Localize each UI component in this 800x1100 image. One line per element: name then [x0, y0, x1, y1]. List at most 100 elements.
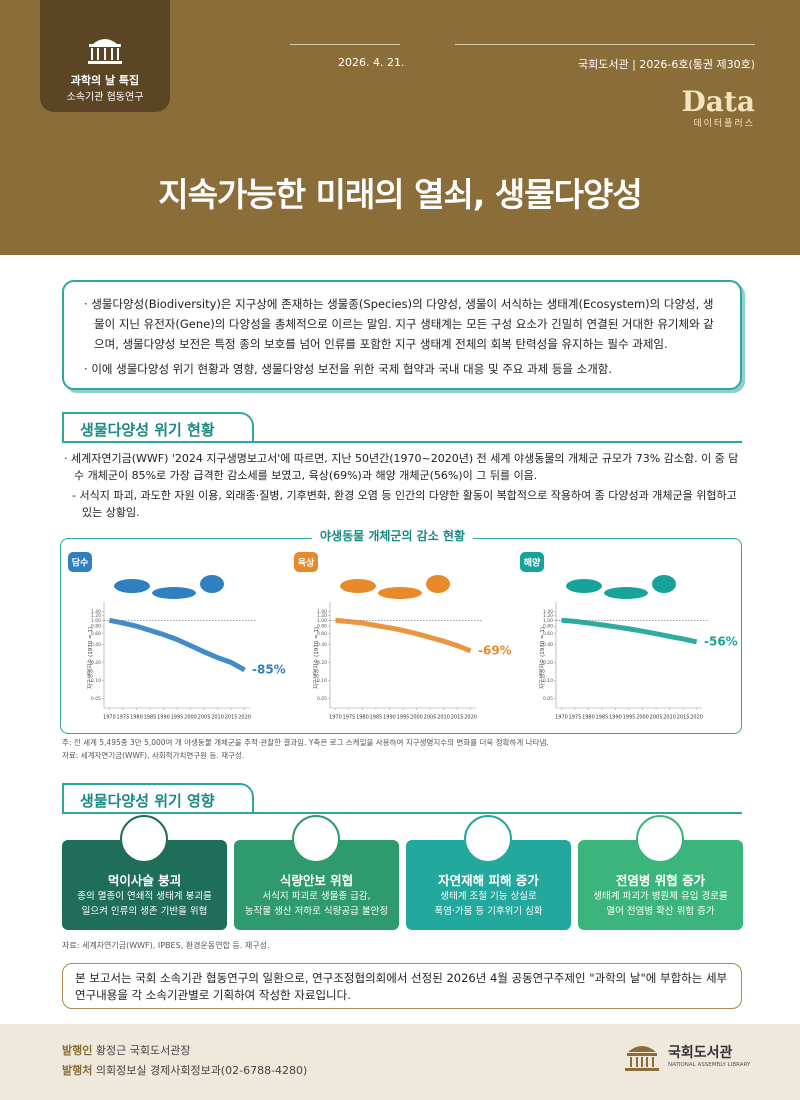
impact-text: 일으켜 인류의 생존 기반을 위협 — [81, 906, 208, 917]
x-tick-label: 1970 — [555, 715, 568, 721]
x-tick-label: 1970 — [329, 715, 342, 721]
chart: 해양 0.05 0.10 0.20 0.40 0.600.801.001.201.40 19… — [520, 552, 738, 721]
animal-icon — [114, 579, 150, 593]
y-tick-label: 1.00 — [91, 618, 101, 624]
x-tick-label: 1995 — [397, 715, 410, 721]
y-tick-label: 0.40 — [317, 642, 327, 648]
y-tick-label: 1.40 — [91, 609, 101, 615]
impact-text: 농작물 생산 저하로 식량공급 불안정 — [244, 906, 389, 917]
y-tick-label: 0.20 — [317, 660, 327, 666]
animal-icon — [426, 575, 450, 593]
summary-text: 생물다양성(Biodiversity)은 지구상에 존재하는 생물종(Speci… — [91, 297, 714, 351]
animal-icon — [378, 587, 422, 599]
x-tick-label: 1990 — [609, 715, 622, 721]
x-tick-label: 2000 — [184, 715, 197, 721]
y-tick-label: 0.10 — [317, 678, 327, 684]
x-tick-label: 1990 — [383, 715, 396, 721]
chart: 육상 0.05 0.10 0.20 0.40 0.600.801.001.201.40 19… — [294, 552, 512, 721]
y-tick-label: 0.80 — [317, 624, 327, 630]
x-tick-label: 2020 — [464, 715, 477, 721]
impact-title: 식량안보 위협 — [279, 873, 354, 888]
annotation: -56% — [704, 634, 738, 648]
y-tick-label: 0.10 — [91, 678, 101, 684]
summary-box: · 생물다양성(Biodiversity)은 지구상에 존재하는 생물종(Spe… — [62, 280, 742, 390]
x-tick-label: 1980 — [356, 715, 369, 721]
figure-title: 야생동물 개체군의 감소 현황 — [312, 527, 474, 544]
y-axis-label: 지구생명지수 (1970 = 1) — [312, 627, 320, 689]
footer: 발행인 황정근 국회도서관장 발행처 의회정보실 경제사회정보과(02-6788… — [0, 1024, 800, 1100]
x-tick-label: 2005 — [650, 715, 663, 721]
x-tick-label: 1985 — [596, 715, 609, 721]
impact-icon — [292, 815, 340, 863]
section-text: · 세계자연기금(WWF) '2024 지구생명보고서'에 따르면, 지난 50… — [62, 450, 742, 521]
y-tick-label: 0.20 — [543, 660, 553, 666]
animal-icon — [604, 587, 648, 599]
impact-title: 자연재해 피해 증가 — [438, 873, 539, 888]
chart-label: 육상 — [298, 557, 315, 569]
source: 자료: 세계자연기금(WWF), 사회적가치연구원 등. 재구성. — [62, 751, 245, 760]
x-tick-label: 1975 — [117, 715, 130, 721]
issuer-label: 발행인 — [62, 1044, 93, 1057]
impact-text: 서식지 파괴로 생물종 급감, — [262, 891, 371, 902]
bullet: · 세계자연기금(WWF) '2024 지구생명보고서'에 따르면, 지난 50… — [64, 452, 739, 482]
y-tick-label: 1.00 — [317, 618, 327, 624]
annotation: -69% — [478, 643, 512, 657]
badge: 과학의 날 특집 소속기관 협동연구 — [40, 0, 170, 112]
section-rule — [62, 441, 742, 443]
x-tick-label: 2010 — [437, 715, 450, 721]
animal-icon — [152, 587, 196, 599]
footer-logo-icon — [625, 1046, 659, 1071]
x-tick-label: 2010 — [663, 715, 676, 721]
impact-icon — [120, 815, 168, 863]
x-tick-label: 2000 — [636, 715, 649, 721]
office-label: 발행처 — [62, 1064, 93, 1077]
x-tick-label: 1975 — [569, 715, 582, 721]
summary-item: · 이에 생물다양성 위기 현황과 영향, 생물다양성 보전을 위한 국제 협약… — [84, 362, 613, 376]
y-tick-label: 0.10 — [543, 678, 553, 684]
y-tick-label: 0.60 — [317, 631, 327, 637]
impact-card: 전염병 위협 증가 생태계 파괴가 병원체 유입 경로를 열어 전염병 확산 위험 … — [578, 840, 743, 930]
issue-info: 국회도서관 | 2026-6호(통권 제30호) — [578, 58, 755, 71]
x-tick-label: 2015 — [451, 715, 464, 721]
y-tick-label: 0.60 — [543, 631, 553, 637]
y-tick-label: 0.05 — [91, 696, 101, 702]
x-tick-label: 1980 — [582, 715, 595, 721]
impact-text: 열어 전염병 확산 위험 증가 — [606, 906, 715, 917]
x-tick-label: 2020 — [690, 715, 703, 721]
y-tick-label: 0.80 — [543, 624, 553, 630]
animal-icon — [652, 575, 676, 593]
source: 자료: 세계자연기금(WWF), IPBES, 환경운동연합 등. 재구성. — [62, 941, 270, 950]
brand: Data 데이터플러스 — [682, 88, 756, 130]
summary-item: · 생물다양성(Biodiversity)은 지구상에 존재하는 생물종(Spe… — [84, 297, 714, 351]
y-tick-label: 0.40 — [91, 642, 101, 648]
x-tick-label: 1975 — [343, 715, 356, 721]
section-rule — [62, 812, 742, 814]
data-line — [335, 617, 472, 654]
y-tick-label: 1.00 — [543, 618, 553, 624]
y-tick-label: 0.80 — [91, 624, 101, 630]
note: 주: 전 세계 5,495종 3만 5,000여 개 야생동물 개체군을 추적·… — [62, 738, 549, 747]
brand-sub: 데이터플러스 — [693, 119, 755, 129]
issuer: 발행인 황정근 국회도서관장 — [62, 1042, 190, 1058]
summary-text: 이에 생물다양성 위기 현황과 영향, 생물다양성 보전을 위한 국제 협약과 … — [91, 362, 613, 376]
y-tick-label: 0.05 — [317, 696, 327, 702]
x-tick-label: 1985 — [370, 715, 383, 721]
badge — [68, 552, 92, 572]
sub-bullet-text: 서식지 파괴, 과도한 자원 이용, 외래종·질병, 기후변화, 환경 오염 등… — [79, 489, 737, 519]
x-tick-label: 2015 — [677, 715, 690, 721]
y-tick-label: 0.05 — [543, 696, 553, 702]
x-tick-label: 1990 — [157, 715, 170, 721]
footer-logo-en: NATIONAL ASSEMBLY LIBRARY — [668, 1062, 751, 1068]
bullet-text: 세계자연기금(WWF) '2024 지구생명보고서'에 따르면, 지난 50년간… — [71, 452, 739, 482]
animal-icon — [340, 579, 376, 593]
chart-label: 담수 — [72, 557, 89, 569]
x-tick-label: 2005 — [424, 715, 437, 721]
date: 2026. 4. 21. — [338, 56, 405, 69]
rule — [455, 44, 755, 45]
badge-title: 과학의 날 특집 — [70, 74, 140, 87]
animal-icon — [200, 575, 224, 593]
y-tick-label: 1.20 — [317, 613, 327, 619]
x-tick-label: 1995 — [171, 715, 184, 721]
title: 지속가능한 미래의 열쇠, 생물다양성 — [158, 175, 642, 214]
issuer-name: 황정근 국회도서관장 — [95, 1044, 191, 1057]
